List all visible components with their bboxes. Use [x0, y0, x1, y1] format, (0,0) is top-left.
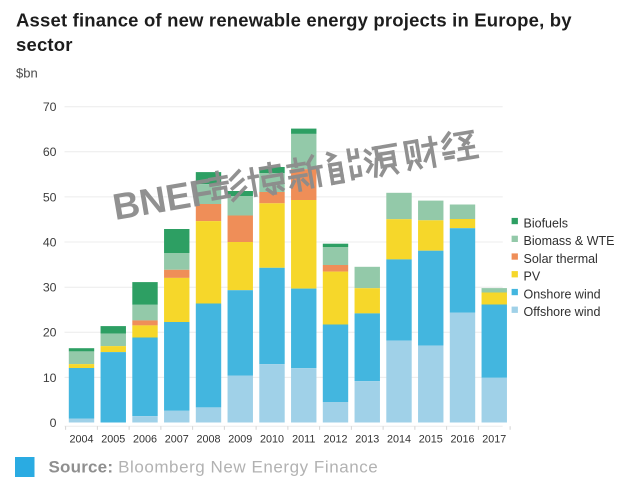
svg-text:Biofuels: Biofuels [524, 216, 568, 230]
svg-text:Onshore wind: Onshore wind [524, 287, 601, 301]
svg-text:Solar thermal: Solar thermal [524, 252, 598, 266]
svg-text:Source: Bloomberg New Energy F: Source: Bloomberg New Energy Finance [49, 458, 379, 477]
svg-text:2005: 2005 [101, 433, 125, 445]
svg-text:0: 0 [50, 416, 57, 430]
svg-text:40: 40 [43, 235, 57, 249]
svg-text:sector: sector [16, 34, 73, 55]
svg-text:10: 10 [43, 371, 57, 385]
svg-text:70: 70 [43, 100, 57, 114]
svg-text:2012: 2012 [323, 433, 347, 445]
svg-text:20: 20 [43, 326, 57, 340]
svg-text:2008: 2008 [196, 433, 220, 445]
svg-text:2016: 2016 [450, 433, 474, 445]
svg-text:2014: 2014 [387, 433, 411, 445]
svg-text:30: 30 [43, 281, 57, 295]
svg-text:2006: 2006 [133, 433, 157, 445]
svg-text:Asset finance of new renewable: Asset finance of new renewable energy pr… [16, 10, 572, 31]
svg-text:Offshore wind: Offshore wind [524, 305, 601, 319]
svg-text:2013: 2013 [355, 433, 379, 445]
svg-text:2009: 2009 [228, 433, 252, 445]
svg-text:Biomass & WTE: Biomass & WTE [524, 234, 615, 248]
svg-text:2015: 2015 [419, 433, 443, 445]
svg-text:50: 50 [43, 190, 57, 204]
svg-text:PV: PV [524, 270, 541, 284]
svg-text:60: 60 [43, 145, 57, 159]
svg-text:2017: 2017 [482, 433, 506, 445]
svg-text:2007: 2007 [165, 433, 189, 445]
svg-text:2011: 2011 [292, 433, 315, 445]
svg-text:2010: 2010 [260, 433, 284, 445]
svg-text:2004: 2004 [69, 433, 93, 445]
svg-text:$bn: $bn [16, 66, 38, 81]
